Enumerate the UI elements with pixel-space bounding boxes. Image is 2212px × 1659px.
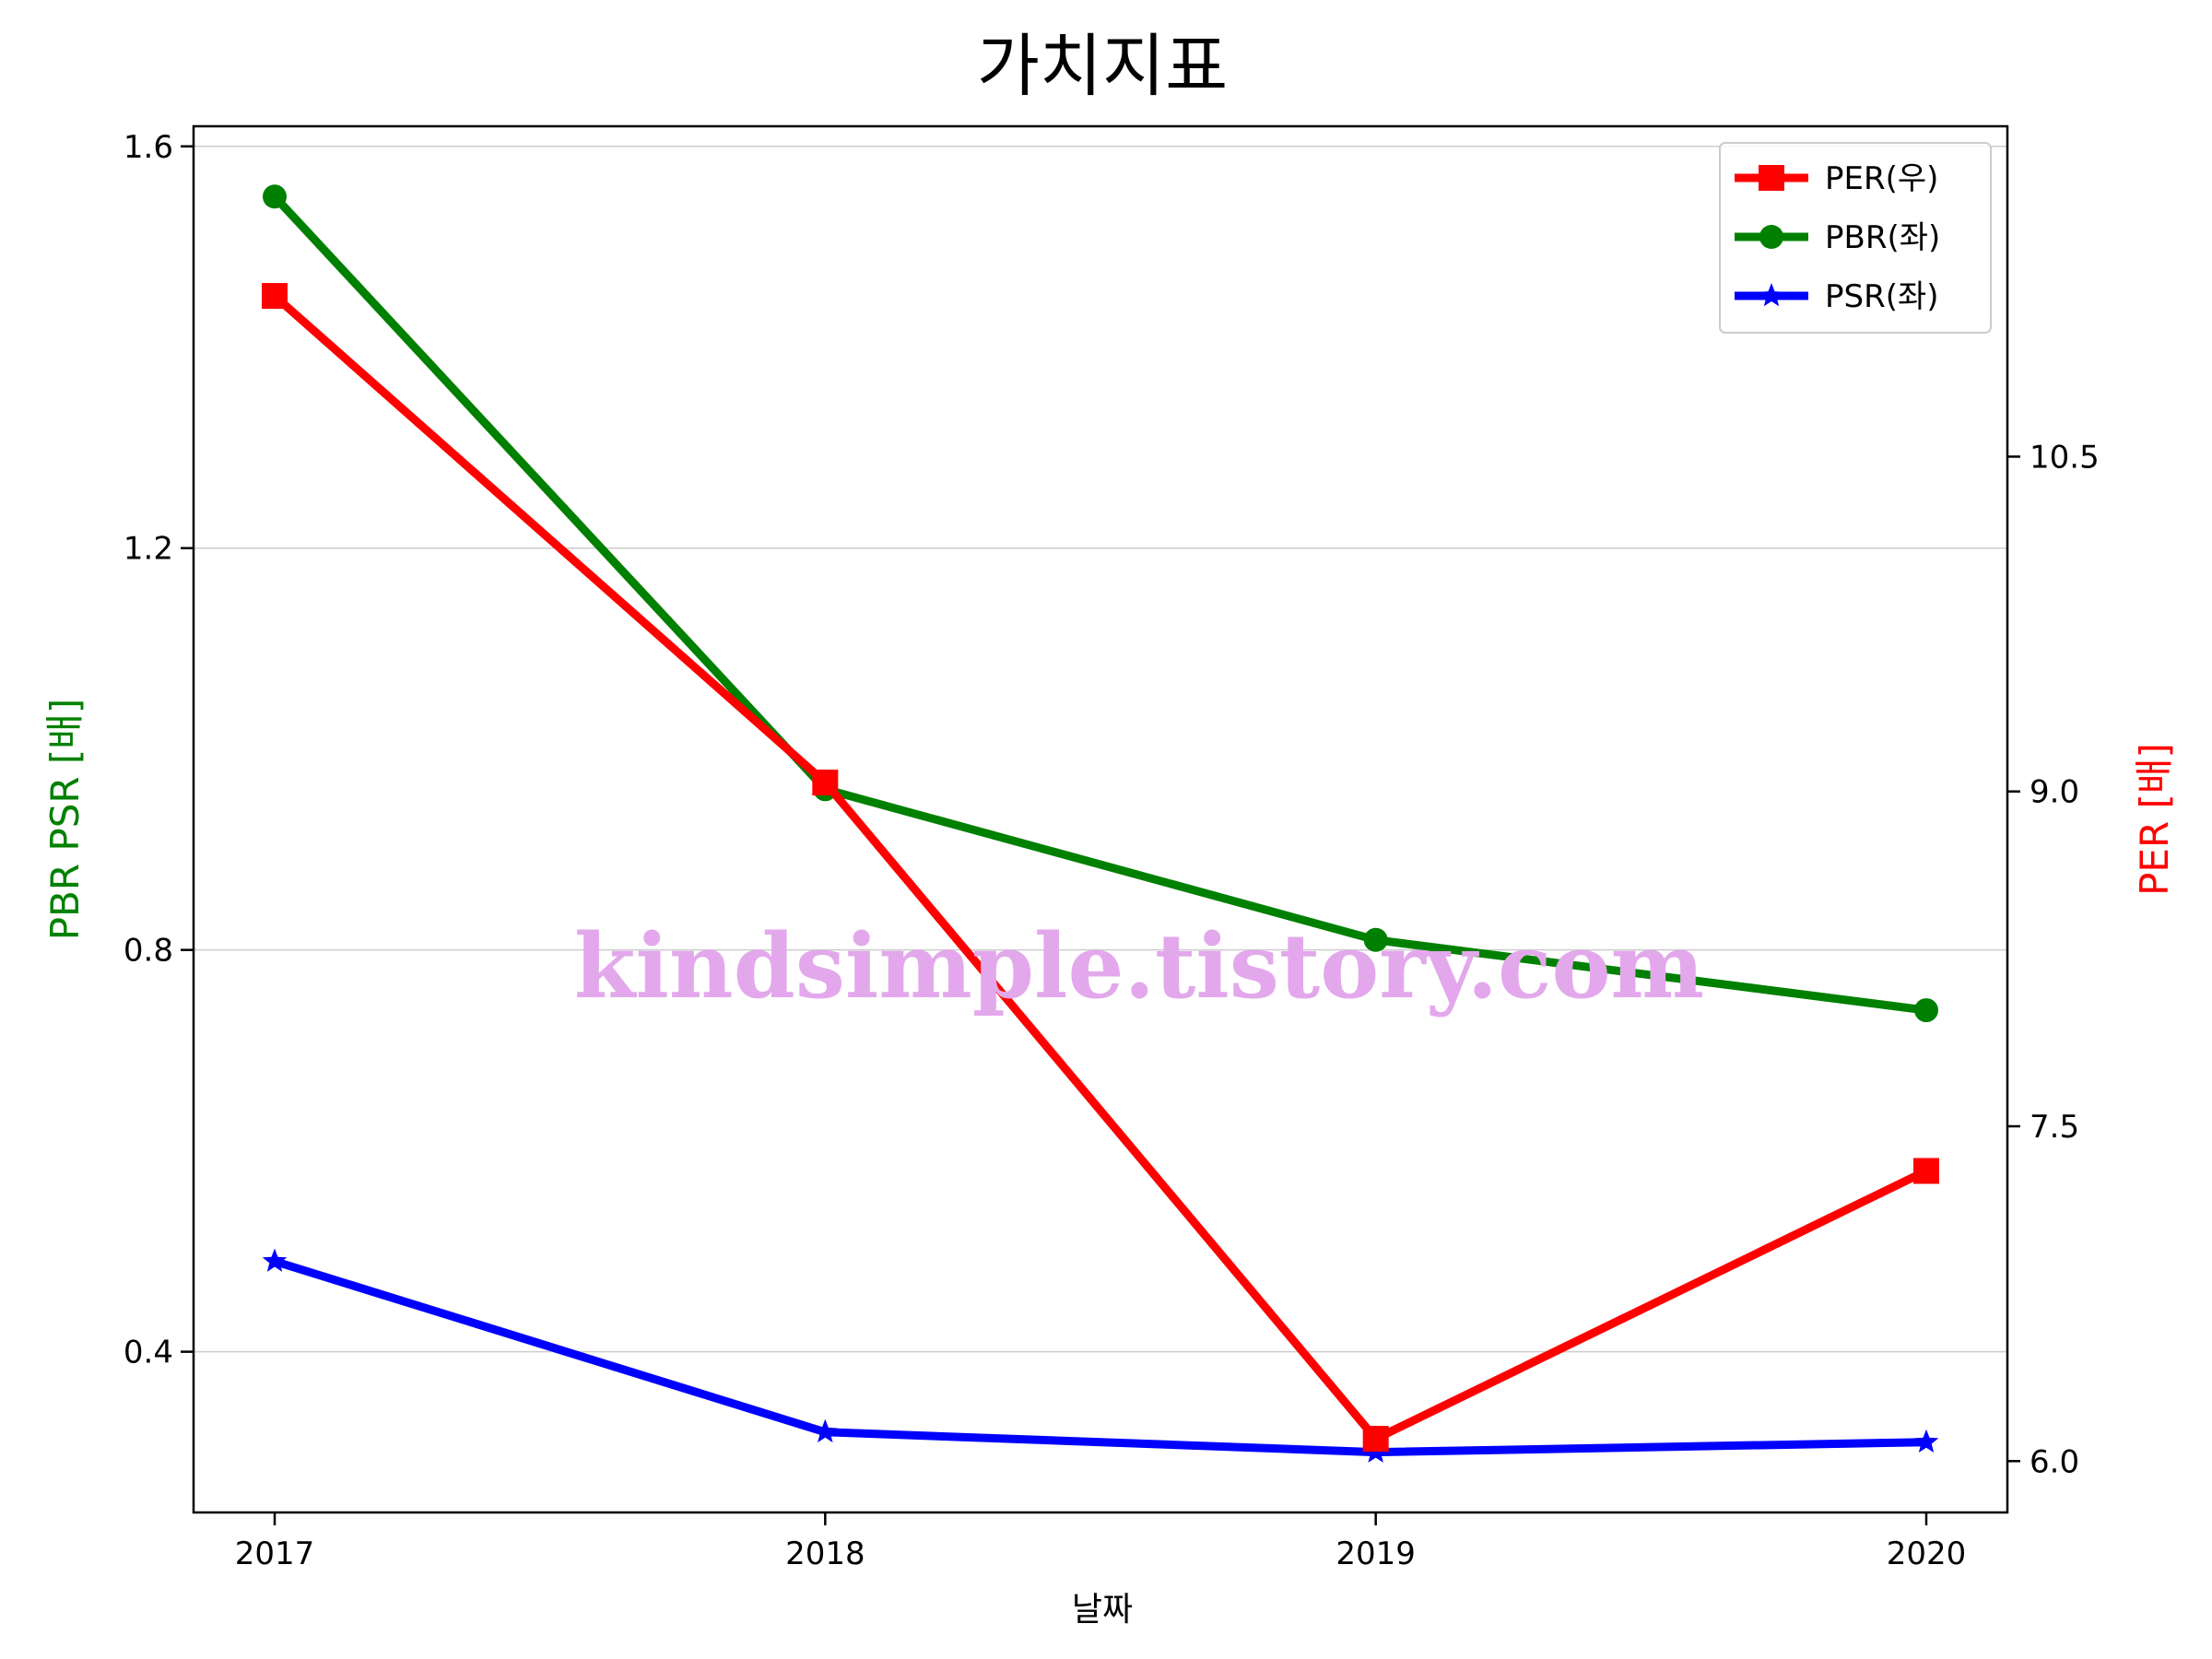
y-axis-right-label: PER [배] (2132, 743, 2177, 896)
y-axis-right: 6.0 7.5 9.0 10.5 (2007, 439, 2100, 1480)
legend-label-pbr: PBR(좌) (1825, 219, 1940, 256)
data-point-per (262, 283, 288, 310)
y-right-tick-label: 9.0 (2030, 774, 2079, 811)
legend-label-per: PER(우) (1825, 160, 1938, 197)
x-axis-label: 날짜 (1072, 1591, 1133, 1629)
data-point-per (1913, 1158, 1939, 1184)
y-axis-left-label: PBR PSR [배] (42, 699, 88, 941)
legend: PER(우) PBR(좌) PSR(좌) (1719, 142, 1992, 334)
data-point-psr (813, 1418, 838, 1443)
chart-title: 가치지표 (977, 27, 1228, 106)
gridlines (194, 146, 2007, 1353)
data-point-per (1362, 1426, 1389, 1453)
plot-area-frame (192, 124, 2009, 1514)
data-point-psr (262, 1248, 288, 1272)
x-tick-label: 2019 (1335, 1535, 1416, 1572)
legend-box (1719, 142, 1992, 334)
data-point-pbr (263, 184, 287, 209)
y-right-tick-label: 10.5 (2030, 439, 2100, 476)
data-point-pbr (1914, 998, 1938, 1023)
x-tick-label: 2020 (1887, 1535, 1967, 1572)
x-tick-label: 2018 (785, 1535, 865, 1572)
series-line-per (270, 291, 1931, 1443)
x-tick-label: 2017 (235, 1535, 315, 1572)
legend-label-psr: PSR(좌) (1825, 278, 1939, 315)
series-line-psr (270, 1257, 1931, 1457)
data-point-per (812, 770, 839, 796)
legend-marker-pbr (1759, 225, 1783, 249)
series-layer (262, 184, 1939, 1463)
y-left-tick-label: 1.2 (124, 531, 173, 568)
x-axis: 2017 2018 2019 2020 (235, 1512, 1967, 1572)
data-point-psr (1913, 1429, 1939, 1453)
y-left-tick-label: 0.8 (124, 933, 173, 970)
y-right-tick-label: 6.0 (2030, 1443, 2079, 1480)
legend-marker-psr (1759, 283, 1784, 307)
y-right-tick-label: 7.5 (2030, 1109, 2079, 1146)
y-left-tick-label: 1.6 (124, 129, 173, 166)
series-line-pbr (270, 192, 1931, 1015)
watermark: kindsimple.tistory.com (574, 914, 1704, 1018)
y-axis-left: 0.4 0.8 1.2 1.6 (124, 129, 194, 1371)
data-point-pbr (1363, 927, 1388, 952)
y-left-tick-label: 0.4 (124, 1335, 173, 1371)
legend-marker-per (1759, 165, 1784, 191)
